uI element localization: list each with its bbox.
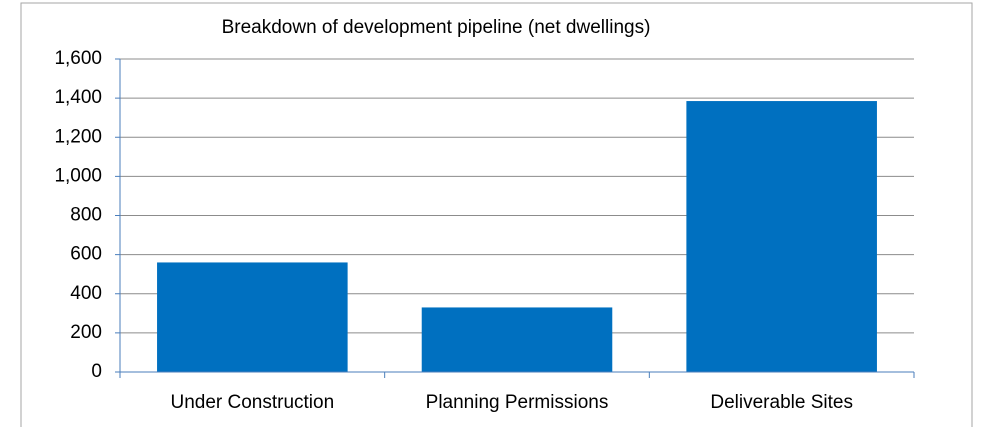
y-tick-label: 1,400	[54, 87, 102, 108]
y-tick-label: 400	[70, 283, 102, 304]
y-tick-label: 800	[70, 205, 102, 226]
y-tick-label: 0	[91, 361, 102, 382]
bar	[686, 101, 877, 372]
x-tick-label: Planning Permissions	[426, 392, 609, 413]
bar	[157, 262, 348, 372]
y-tick-label: 1,600	[54, 48, 102, 69]
y-tick-label: 1,000	[54, 165, 102, 186]
chart-frame	[20, 2, 973, 427]
x-tick-label: Deliverable Sites	[710, 392, 853, 413]
y-tick-label: 200	[70, 322, 102, 343]
chart-title: Breakdown of development pipeline (net d…	[222, 17, 651, 38]
x-tick-label: Under Construction	[170, 392, 334, 413]
y-tick-label: 600	[70, 244, 102, 265]
y-tick-label: 1,200	[54, 126, 102, 147]
bar	[421, 307, 613, 372]
